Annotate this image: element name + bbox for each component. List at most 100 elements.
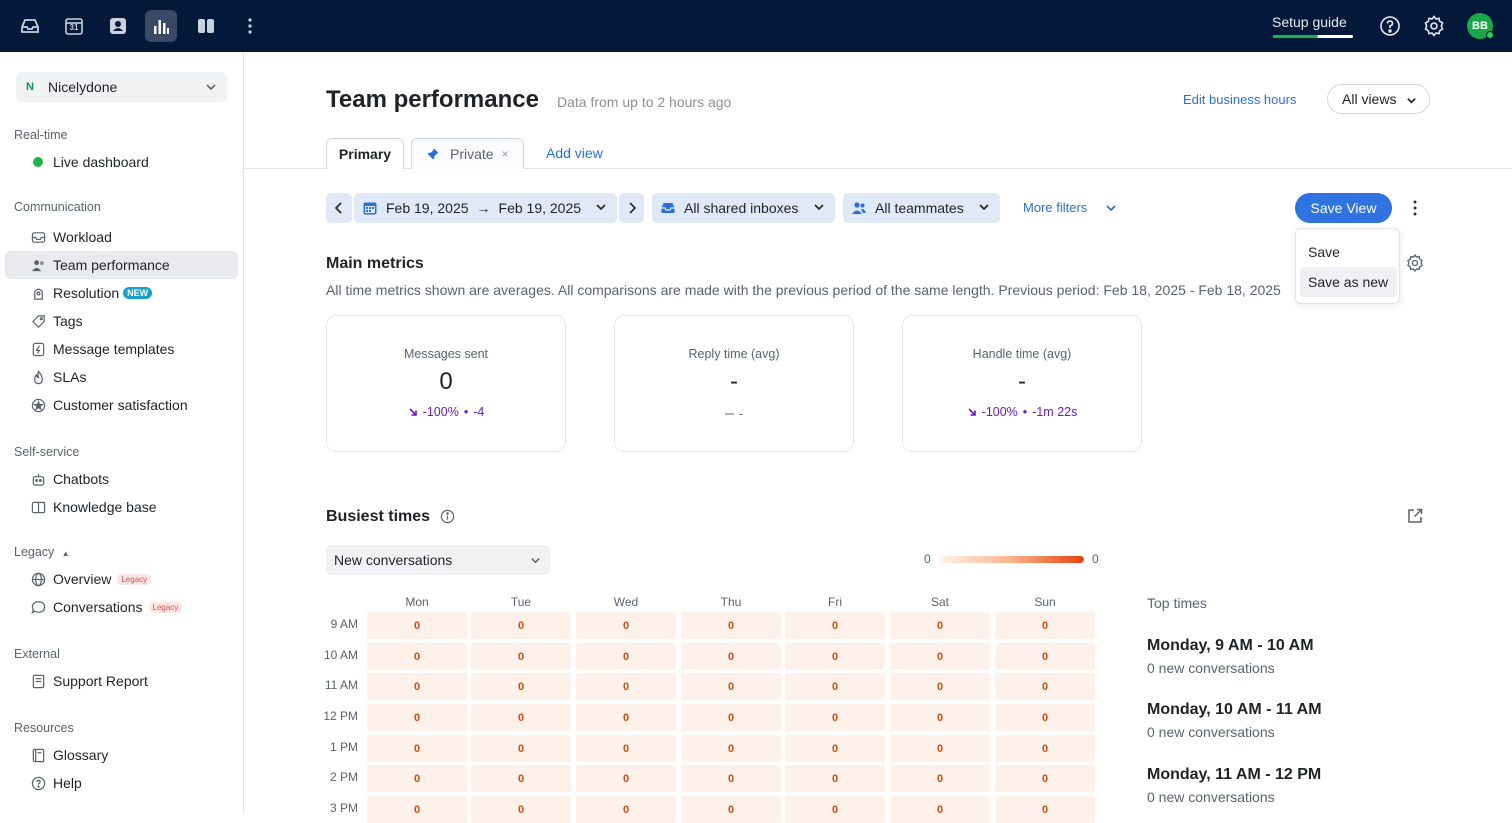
heatmap-cell[interactable]: 0 [576,765,676,792]
heatmap-cell[interactable]: 0 [576,735,676,762]
save-view-button[interactable]: Save View [1295,193,1392,223]
chevron-down-icon [596,204,606,211]
previous-period-button[interactable] [326,193,352,223]
heatmap-cell[interactable]: 0 [995,796,1095,823]
heatmap-cell[interactable]: 0 [681,612,781,639]
heatmap-cell[interactable]: 0 [681,673,781,700]
busiest-metric-select[interactable]: New conversations [326,545,551,575]
calendar-icon[interactable]: 31 [58,10,90,42]
heatmap-cell[interactable]: 0 [367,643,467,670]
heatmap-cell[interactable]: 0 [890,704,990,731]
workspace-selector[interactable]: N Nicelydone [16,72,227,102]
info-icon[interactable] [440,509,455,524]
analytics-icon[interactable] [145,10,177,42]
sidebar-item-overview[interactable]: Overview Legacy [5,565,238,593]
heatmap-cell[interactable]: 0 [785,735,885,762]
heatmap-cell[interactable]: 0 [681,765,781,792]
next-period-button[interactable] [619,193,644,223]
heatmap-cell[interactable]: 0 [471,765,571,792]
metric-card-reply-time[interactable]: Reply time (avg) - – - [614,315,854,452]
heatmap-cell[interactable]: 0 [995,735,1095,762]
user-avatar[interactable]: BB [1467,13,1493,39]
heatmap-cell[interactable]: 0 [576,612,676,639]
sidebar-item-message-templates[interactable]: Message templates [5,335,238,363]
heatmap-cell[interactable]: 0 [367,612,467,639]
sidebar-item-support-report[interactable]: Support Report [5,667,238,695]
heatmap-cell[interactable]: 0 [890,765,990,792]
heatmap-cell[interactable]: 0 [471,735,571,762]
inboxes-filter[interactable]: All shared inboxes [652,193,835,223]
heatmap-cell[interactable]: 0 [890,643,990,670]
sidebar-item-resolution[interactable]: Resolution NEW [5,279,238,307]
menu-item-save-as-new[interactable]: Save as new [1300,267,1397,297]
heatmap-cell[interactable]: 0 [681,735,781,762]
heatmap-cell[interactable]: 0 [785,612,885,639]
tab-primary[interactable]: Primary [326,138,404,169]
teammates-filter[interactable]: All teammates [843,193,1000,223]
heatmap-cell[interactable]: 0 [367,673,467,700]
help-icon[interactable] [1378,14,1402,38]
add-view-button[interactable]: Add view [546,145,603,161]
sidebar-item-live-dashboard[interactable]: Live dashboard [5,148,238,176]
sidebar-item-tags[interactable]: Tags [5,307,238,335]
heatmap-cell[interactable]: 0 [471,612,571,639]
sidebar-item-glossary[interactable]: Glossary [5,741,238,769]
more-icon[interactable] [234,10,266,42]
menu-item-save[interactable]: Save [1308,244,1340,260]
heatmap-cell[interactable]: 0 [890,735,990,762]
heatmap-cell[interactable]: 0 [576,796,676,823]
more-options-icon[interactable] [1408,199,1422,217]
sidebar-item-conversations[interactable]: Conversations Legacy [5,593,238,621]
heatmap-cell[interactable]: 0 [367,765,467,792]
heatmap-cell[interactable]: 0 [576,643,676,670]
metrics-settings-gear-icon[interactable] [1405,253,1425,273]
tab-private[interactable]: Private × [411,138,524,169]
heatmap-cell[interactable]: 0 [785,765,885,792]
heatmap-cell[interactable]: 0 [367,704,467,731]
sidebar-item-chatbots[interactable]: Chatbots [5,465,238,493]
close-tab-icon[interactable]: × [501,147,509,161]
more-filters-button[interactable]: More filters [1023,200,1116,215]
heatmap-cell[interactable]: 0 [890,673,990,700]
heatmap-cell[interactable]: 0 [576,673,676,700]
heatmap-cell[interactable]: 0 [576,704,676,731]
setup-guide-link[interactable]: Setup guide [1272,14,1347,30]
heatmap-cell[interactable]: 0 [681,796,781,823]
heatmap-cell[interactable]: 0 [785,704,885,731]
heatmap-cell[interactable]: 0 [995,765,1095,792]
metric-card-messages-sent[interactable]: Messages sent 0 -100% • -4 [326,315,566,452]
heatmap-cell[interactable]: 0 [995,643,1095,670]
sidebar-item-help[interactable]: Help [5,769,238,797]
sidebar-item-team-performance[interactable]: Team performance [5,251,238,279]
heatmap-cell[interactable]: 0 [785,796,885,823]
inbox-icon[interactable] [14,10,46,42]
sidebar-item-workload[interactable]: Workload [5,223,238,251]
heatmap-cell[interactable]: 0 [681,643,781,670]
heatmap-cell[interactable]: 0 [367,735,467,762]
date-range-picker[interactable]: Feb 19, 2025 → Feb 19, 2025 [354,193,617,223]
heatmap-cell[interactable]: 0 [471,704,571,731]
heatmap-cell[interactable]: 0 [890,612,990,639]
heatmap-cell[interactable]: 0 [995,612,1095,639]
heatmap-cell[interactable]: 0 [785,643,885,670]
heatmap-cell[interactable]: 0 [681,704,781,731]
contacts-icon[interactable] [102,10,134,42]
settings-gear-icon[interactable] [1422,14,1446,38]
metric-card-handle-time[interactable]: Handle time (avg) - -100% • -1m 22s [902,315,1142,452]
heatmap-cell[interactable]: 0 [471,673,571,700]
heatmap-cell[interactable]: 0 [471,796,571,823]
heatmap-cell[interactable]: 0 [890,796,990,823]
sidebar-item-slas[interactable]: SLAs [5,363,238,391]
section-legacy[interactable]: Legacy ▲ [14,545,70,559]
split-view-icon[interactable] [190,10,222,42]
heatmap-cell[interactable]: 0 [785,673,885,700]
all-views-dropdown[interactable]: All views [1327,84,1430,114]
external-link-icon[interactable] [1406,507,1424,525]
edit-business-hours-link[interactable]: Edit business hours [1183,92,1297,107]
sidebar-item-knowledge-base[interactable]: Knowledge base [5,493,238,521]
heatmap-cell[interactable]: 0 [995,673,1095,700]
heatmap-cell[interactable]: 0 [471,643,571,670]
heatmap-cell[interactable]: 0 [995,704,1095,731]
sidebar-item-customer-satisfaction[interactable]: Customer satisfaction [5,391,238,419]
heatmap-cell[interactable]: 0 [367,796,467,823]
